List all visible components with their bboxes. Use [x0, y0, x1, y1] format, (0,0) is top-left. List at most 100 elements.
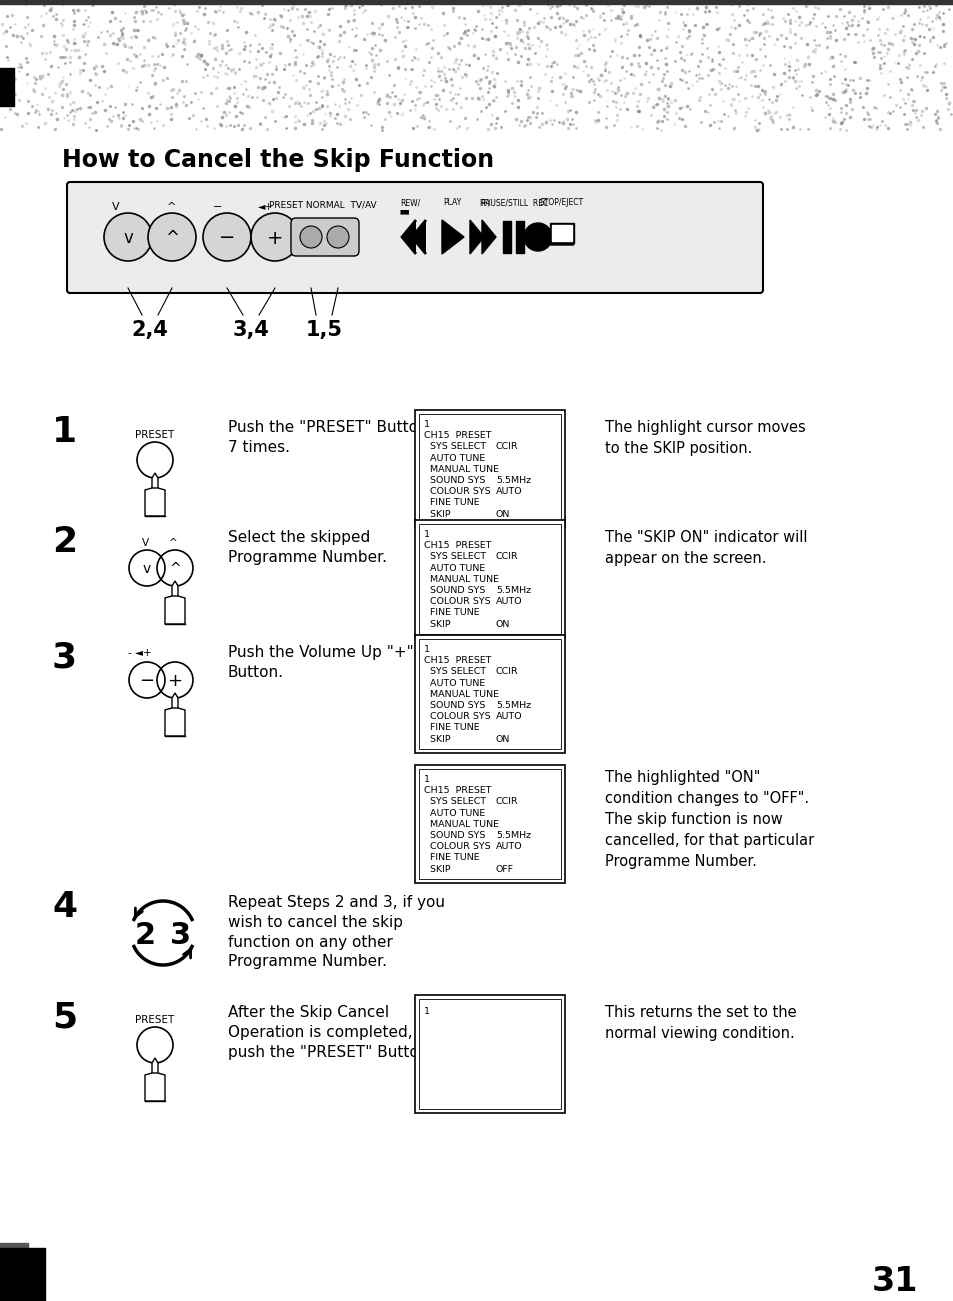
Point: [280, 26, 295, 47]
Point: [730, 68, 745, 88]
Point: [397, 69, 413, 90]
Point: [755, 96, 770, 117]
Point: [673, 4, 688, 25]
Point: [820, 5, 835, 26]
Circle shape: [148, 213, 195, 262]
Point: [231, 59, 246, 79]
Point: [614, 47, 629, 68]
Point: [648, 27, 663, 48]
Point: [85, 0, 100, 16]
Point: [856, 31, 871, 52]
Point: [66, 33, 81, 53]
Point: [377, 86, 393, 107]
Point: [68, 100, 83, 121]
Text: AUTO: AUTO: [496, 597, 522, 606]
Point: [682, 44, 698, 65]
Text: ON: ON: [496, 735, 510, 744]
Point: [697, 1, 712, 22]
Point: [150, 52, 165, 73]
Point: [0, 49, 15, 70]
Point: [101, 109, 116, 130]
Point: [71, 0, 86, 21]
Point: [359, 104, 375, 125]
Point: [916, 61, 931, 82]
Point: [451, 83, 466, 104]
Point: [217, 116, 233, 137]
Point: [219, 77, 234, 98]
Point: [44, 90, 59, 111]
Point: [228, 105, 243, 126]
Point: [787, 70, 802, 91]
Point: [841, 70, 857, 91]
Point: [254, 0, 270, 14]
Point: [484, 75, 499, 96]
Point: [294, 7, 310, 27]
Point: [945, 96, 953, 117]
Point: [206, 38, 221, 59]
Point: [700, 101, 715, 122]
Point: [67, 105, 82, 126]
Point: [276, 107, 292, 127]
Point: [164, 81, 179, 101]
Point: [573, 7, 588, 27]
Point: [183, 23, 198, 44]
Point: [673, 47, 688, 68]
Point: [420, 117, 436, 138]
Point: [638, 0, 653, 16]
Point: [282, 31, 297, 52]
Point: [0, 118, 9, 139]
Point: [451, 53, 466, 74]
Point: [832, 101, 847, 122]
Point: [651, 88, 666, 109]
Point: [395, 30, 411, 51]
Point: [115, 27, 131, 48]
Point: [475, 57, 490, 78]
Point: [892, 4, 907, 25]
Point: [333, 16, 348, 36]
Point: [617, 85, 632, 105]
Point: [336, 88, 352, 109]
Point: [616, 68, 631, 88]
Point: [382, 105, 397, 126]
Point: [261, 92, 276, 113]
Point: [597, 18, 612, 39]
Text: 3: 3: [171, 921, 192, 951]
Point: [114, 22, 130, 43]
Point: [302, 70, 317, 91]
Point: [75, 14, 91, 35]
Point: [80, 83, 95, 104]
Point: [704, 51, 720, 72]
Point: [26, 79, 41, 100]
Text: AUTO TUNE: AUTO TUNE: [423, 679, 485, 688]
Point: [798, 0, 813, 16]
Point: [177, 10, 193, 31]
Point: [626, 0, 641, 17]
Point: [103, 111, 118, 131]
Point: [522, 0, 537, 20]
Point: [786, 23, 801, 44]
Point: [781, 12, 797, 33]
Point: [902, 79, 918, 100]
Point: [851, 68, 866, 88]
Point: [83, 108, 98, 129]
Point: [12, 53, 28, 74]
Text: SOUND SYS: SOUND SYS: [423, 701, 485, 710]
Text: ^: ^: [169, 562, 181, 576]
Point: [208, 49, 223, 70]
Point: [406, 47, 421, 68]
Point: [459, 35, 475, 56]
Point: [145, 46, 160, 66]
Point: [396, 83, 412, 104]
Point: [426, 118, 441, 139]
Point: [841, 16, 857, 36]
Point: [214, 35, 230, 56]
Point: [239, 95, 254, 116]
Point: [720, 74, 736, 95]
Point: [765, 64, 781, 85]
Point: [178, 18, 193, 39]
Point: [19, 7, 34, 27]
Point: [315, 68, 331, 88]
Point: [911, 13, 926, 34]
Point: [660, 13, 676, 34]
Point: [445, 99, 460, 120]
